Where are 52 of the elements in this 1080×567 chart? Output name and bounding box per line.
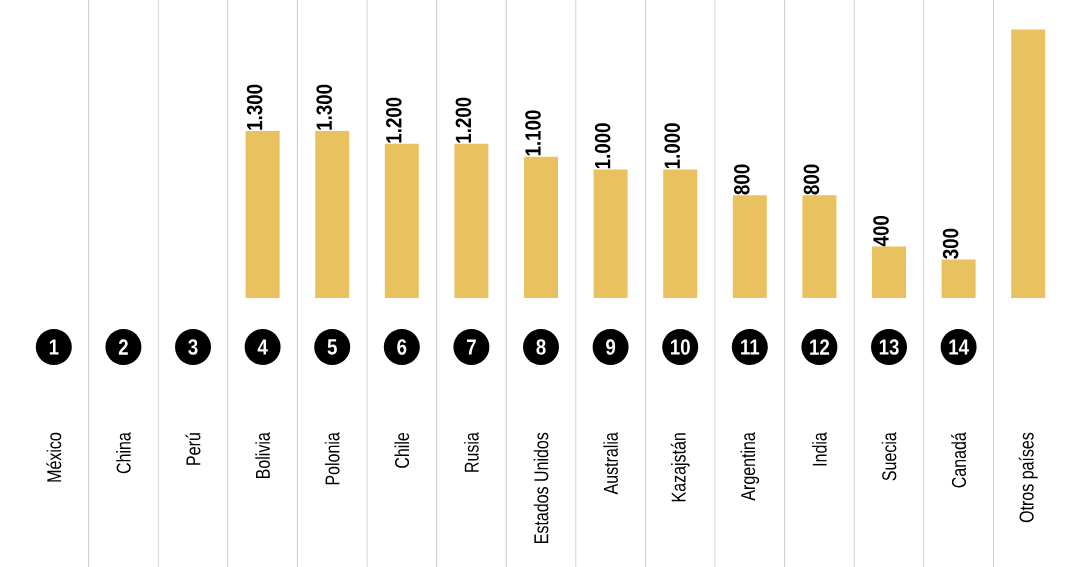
x-tick-label: Perú xyxy=(185,433,201,465)
x-tick-label: México xyxy=(46,432,62,482)
x-tick-label: Chile xyxy=(394,432,410,468)
x-tick-label: Estados Unidos xyxy=(533,432,549,543)
text: 1 xyxy=(49,339,59,355)
x-tick-label: Otros países xyxy=(1018,432,1038,523)
bar xyxy=(941,259,976,298)
data-label: 800 xyxy=(803,164,820,195)
x-tick-label: Canadá xyxy=(951,432,967,488)
data-label: 1.000 xyxy=(664,123,680,169)
bar xyxy=(802,195,837,298)
bar xyxy=(663,169,698,298)
x-tick-label: Polonia xyxy=(324,432,340,485)
text: 5 xyxy=(327,339,337,355)
x-tick-label: China xyxy=(116,432,131,474)
bar xyxy=(245,131,280,298)
bar xyxy=(315,131,350,298)
data-label: 1.100 xyxy=(525,110,541,156)
x-tick-label: Bolivia xyxy=(255,432,270,478)
x-tick-label: India xyxy=(812,432,827,466)
text: 4 xyxy=(257,339,268,355)
x-tick-label: Argentina xyxy=(740,432,760,501)
data-label: 1.200 xyxy=(386,97,402,143)
data-label: 1.000 xyxy=(594,123,611,169)
data-label: 300 xyxy=(942,228,959,259)
text: 12 xyxy=(810,339,830,355)
text: 14 xyxy=(949,339,969,355)
data-label: 1.300 xyxy=(316,84,333,130)
text: 9 xyxy=(606,339,616,355)
text: 7 xyxy=(467,339,476,355)
text: 11 xyxy=(741,339,760,355)
data-label: 1.200 xyxy=(455,97,472,143)
text: 8 xyxy=(536,339,546,355)
text: 10 xyxy=(670,339,690,355)
text: 3 xyxy=(188,339,198,355)
x-tick-label: Rusia xyxy=(464,432,479,472)
bar xyxy=(872,246,906,298)
text: 6 xyxy=(397,339,407,355)
data-label: 800 xyxy=(734,164,750,195)
bar xyxy=(732,195,767,298)
data-label: 400 xyxy=(873,215,889,247)
data-label: 1.300 xyxy=(246,84,263,130)
x-tick-label: Suecia xyxy=(881,432,897,481)
bar xyxy=(454,143,489,298)
text: 13 xyxy=(879,339,899,355)
x-tick-label: Australia xyxy=(603,432,618,495)
x-tick-label: Kazajstán xyxy=(670,433,690,502)
bar xyxy=(1011,29,1046,298)
text: 2 xyxy=(118,339,128,355)
bar xyxy=(524,156,559,298)
bar xyxy=(384,143,419,298)
bar xyxy=(593,169,628,298)
